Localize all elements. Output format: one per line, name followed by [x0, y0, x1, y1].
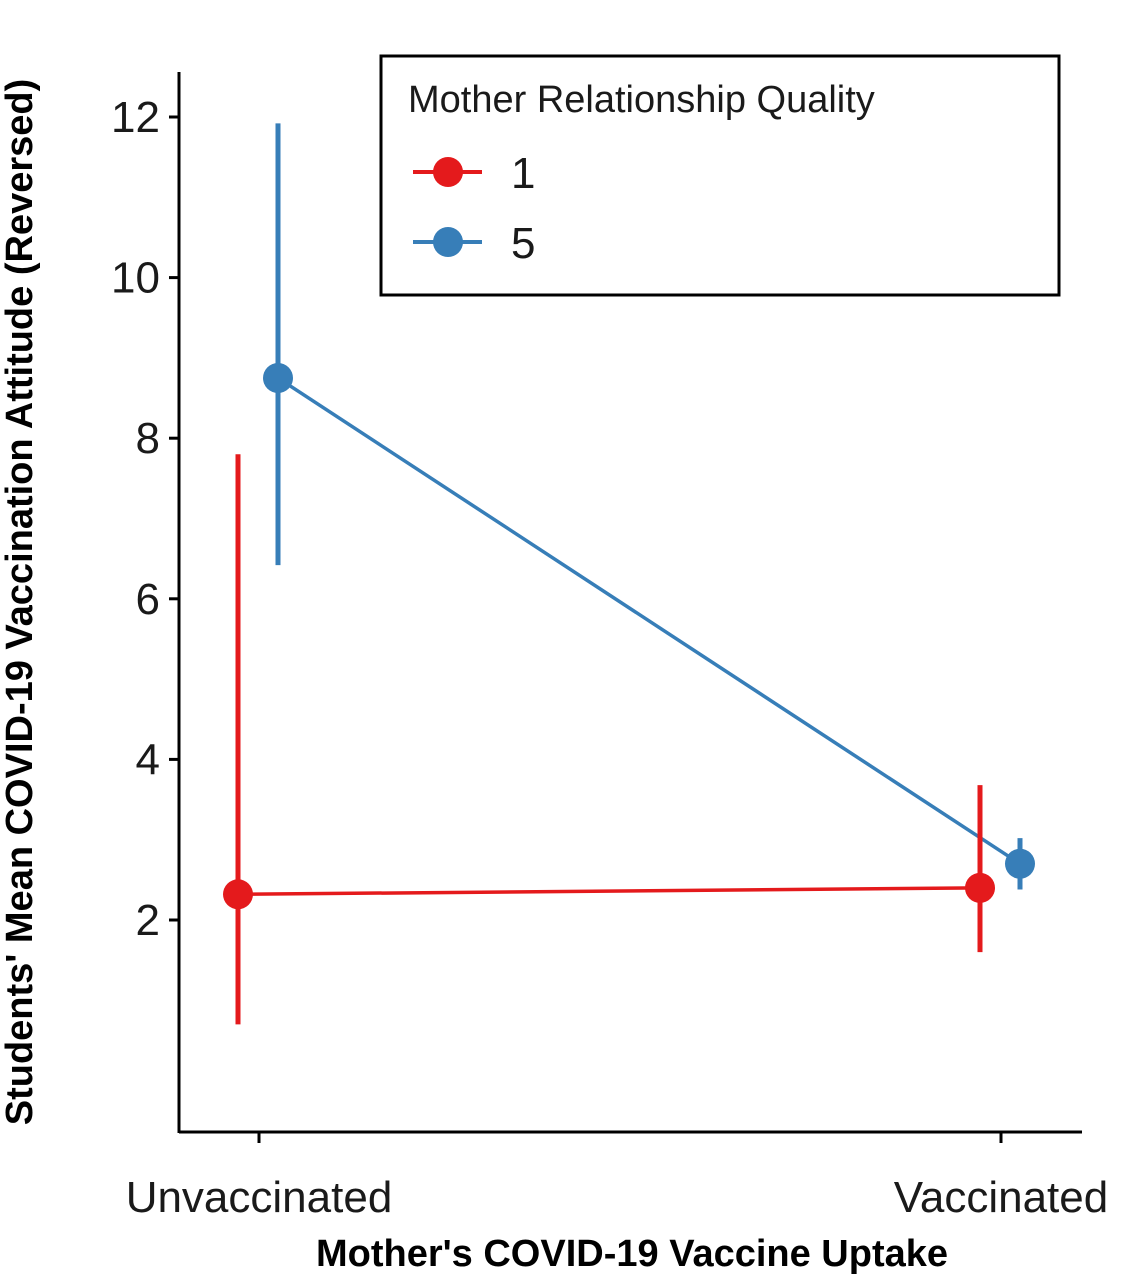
- x-axis-title: Mother's COVID-19 Vaccine Uptake: [316, 1233, 948, 1275]
- legend-title: Mother Relationship Quality: [408, 79, 875, 121]
- legend: Mother Relationship Quality 15: [379, 54, 1061, 297]
- data-point-5: [1005, 848, 1035, 879]
- y-ticks: 2 4 6 8 10 12: [111, 93, 179, 945]
- y-tick-label: 4: [136, 735, 160, 784]
- legend-key-point-5: [433, 227, 463, 257]
- points: [223, 362, 1035, 910]
- legend-items: 15: [413, 149, 535, 268]
- x-ticks: Unvaccinated Vaccinated: [126, 1133, 1108, 1222]
- y-tick-label: 2: [136, 896, 160, 945]
- legend-key-point-1: [433, 157, 463, 187]
- axes: [177, 72, 1082, 1134]
- y-axis-title: Students' Mean COVID-19 Vaccination Atti…: [0, 79, 41, 1126]
- y-tick-label: 8: [136, 414, 160, 463]
- x-tick-label: Vaccinated: [894, 1173, 1108, 1222]
- y-tick-label: 10: [111, 254, 160, 303]
- series-line-1: [237, 886, 981, 897]
- y-tick-label: 12: [111, 93, 160, 142]
- legend-label-5: 5: [511, 219, 535, 268]
- legend-box: [379, 54, 1061, 297]
- x-tick-label: Unvaccinated: [126, 1173, 393, 1222]
- legend-label-1: 1: [511, 149, 535, 198]
- y-tick-label: 6: [136, 575, 160, 624]
- series-line-5: [277, 376, 1021, 866]
- series-lines: [237, 376, 1021, 897]
- data-point-1: [223, 879, 253, 910]
- data-point-1: [965, 872, 995, 903]
- data-point-5: [263, 362, 293, 393]
